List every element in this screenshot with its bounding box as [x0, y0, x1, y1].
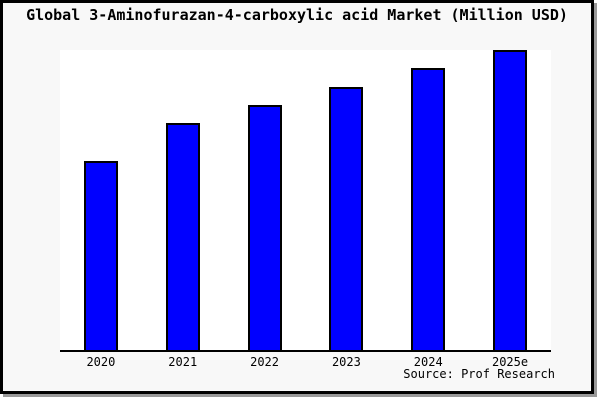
bar-2020	[83, 161, 118, 350]
x-axis-label-2021: 2021	[168, 355, 198, 369]
bar-slot-2025e	[469, 50, 551, 350]
x-axis-label-2020: 2020	[86, 355, 116, 369]
bar-slot-2020	[60, 50, 142, 350]
bar-slot-2021	[142, 50, 224, 350]
bar-slot-2022	[224, 50, 306, 350]
bar-slot-2023	[305, 50, 387, 350]
x-axis-label-2023: 2023	[331, 355, 361, 369]
bar-2024	[411, 68, 446, 350]
plot-area	[60, 50, 551, 352]
chart-title: Global 3-Aminofurazan-4-carboxylic acid …	[26, 6, 568, 24]
x-axis-label-2024: 2024	[413, 355, 443, 369]
bar-2021	[165, 123, 200, 350]
bar-2022	[247, 105, 282, 350]
bar-slot-2024	[387, 50, 469, 350]
x-axis-labels: 2020 2021 2022 2023 2024 2025e	[60, 355, 551, 369]
x-axis-label-2025e: 2025e	[491, 355, 529, 369]
bar-2025e	[493, 50, 528, 350]
bar-2023	[329, 87, 364, 350]
source-note: Source: Prof Research	[403, 367, 555, 381]
x-axis-label-2022: 2022	[250, 355, 280, 369]
